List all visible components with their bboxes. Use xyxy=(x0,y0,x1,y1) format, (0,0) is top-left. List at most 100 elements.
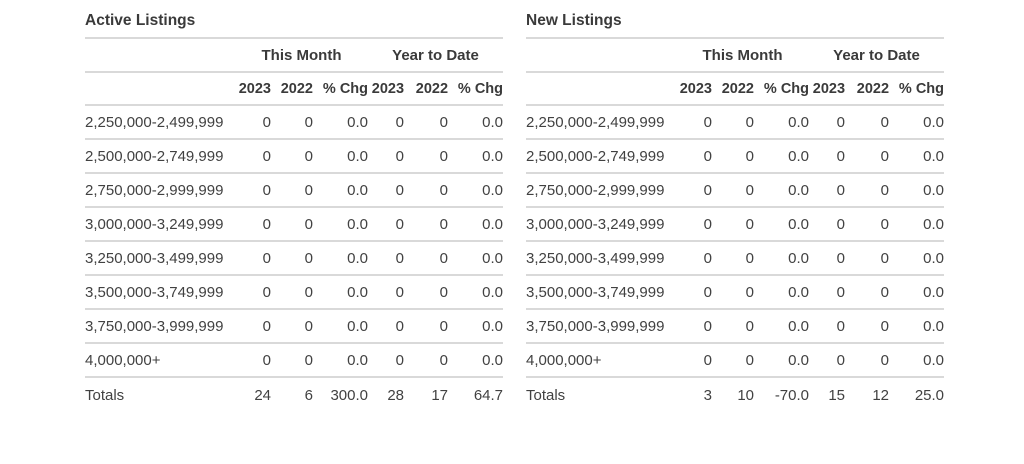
price-range-label: 3,250,000-3,499,999 xyxy=(526,241,676,276)
cell-value: 0 xyxy=(368,309,405,344)
cell-value: 0 xyxy=(809,275,846,310)
cell-value: 0 xyxy=(235,275,271,310)
cell-value: 0.0 xyxy=(313,173,369,208)
group-header-row: This Month Year to Date xyxy=(526,38,945,73)
price-range-label: 3,500,000-3,749,999 xyxy=(85,275,235,310)
table-title: New Listings xyxy=(526,12,622,29)
column-header-row: 2023 2022% Chg 2023 2022% Chg xyxy=(85,72,504,106)
totals-value: 15 xyxy=(828,387,846,404)
totals-label: Totals xyxy=(85,387,125,404)
cell-value: 0 xyxy=(845,105,890,140)
table-row: 2,250,000-2,499,999 0 0 0.0 0 0 0.0 xyxy=(526,105,945,140)
totals-value: -70.0 xyxy=(774,387,810,404)
table-title: Active Listings xyxy=(85,12,196,29)
cell-value: 0 xyxy=(368,207,405,242)
cell-value: 0.0 xyxy=(754,173,810,208)
cell-value: 0 xyxy=(368,343,405,378)
column-header-row: 2023 2022% Chg 2023 2022% Chg xyxy=(526,72,945,106)
totals-value: 3 xyxy=(703,387,712,404)
price-range-label: 3,500,000-3,749,999 xyxy=(526,275,676,310)
cell-value: 0 xyxy=(676,241,712,276)
data-table: This Month Year to Date 2023 2022% Chg 2023 2… xyxy=(526,37,945,413)
cell-value: 0 xyxy=(271,173,313,208)
price-range-label: 2,750,000-2,999,999 xyxy=(526,173,676,208)
cell-value: 0.0 xyxy=(754,207,810,242)
cell-value: 0 xyxy=(676,275,712,310)
cell-value: 0 xyxy=(845,207,890,242)
group-header-spacer xyxy=(85,38,235,73)
cell-value: 0 xyxy=(368,241,405,276)
cell-value: 0 xyxy=(676,173,712,208)
group-header-year-to-date: Year to Date xyxy=(368,38,504,73)
group-header-this-month: This Month xyxy=(676,38,810,73)
cell-value: 0.0 xyxy=(313,343,369,378)
cell-value: 0.0 xyxy=(313,275,369,310)
cell-value: 0 xyxy=(809,241,846,276)
cell-value: 0 xyxy=(712,343,754,378)
totals-value: 10 xyxy=(737,387,754,404)
cell-value: 0 xyxy=(271,275,313,310)
price-range-label: 3,250,000-3,499,999 xyxy=(85,241,235,276)
cell-value: 0 xyxy=(845,343,890,378)
cell-value: 0 xyxy=(809,105,846,140)
column-header: 2023 xyxy=(235,72,271,106)
cell-value: 0.0 xyxy=(889,173,945,208)
price-range-label: 4,000,000+ xyxy=(85,343,235,378)
totals-value: 300.0 xyxy=(330,387,369,404)
price-range-label: 3,750,000-3,999,999 xyxy=(85,309,235,344)
table-row: 2,750,000-2,999,999 0 0 0.0 0 0 0.0 xyxy=(85,173,504,208)
cell-value: 0 xyxy=(809,139,846,174)
cell-value: 0.0 xyxy=(889,139,945,174)
cell-value: 0 xyxy=(404,139,449,174)
data-table: This Month Year to Date 2023 2022% Chg 2023 2… xyxy=(85,37,504,413)
cell-value: 0 xyxy=(809,207,846,242)
table-row: 2,250,000-2,499,999 0 0 0.0 0 0 0.0 xyxy=(85,105,504,140)
cell-value: 0 xyxy=(712,207,754,242)
price-range-label: 2,250,000-2,499,999 xyxy=(526,105,676,140)
table-new-listings: New Listings This Month Year to Date 2023 20… xyxy=(526,11,945,413)
cell-value: 0.0 xyxy=(448,139,504,174)
cell-value: 0.0 xyxy=(889,275,945,310)
cell-value: 0.0 xyxy=(313,139,369,174)
price-range-label: 2,500,000-2,749,999 xyxy=(526,139,676,174)
cell-value: 0 xyxy=(845,139,890,174)
column-header: 2023 xyxy=(809,72,846,106)
cell-value: 0.0 xyxy=(889,241,945,276)
totals-value: 28 xyxy=(387,387,405,404)
totals-value: 17 xyxy=(431,387,449,404)
table-row: 2,750,000-2,999,999 0 0 0.0 0 0 0.0 xyxy=(526,173,945,208)
cell-value: 0 xyxy=(809,173,846,208)
cell-value: 0.0 xyxy=(889,105,945,140)
cell-value: 0 xyxy=(271,343,313,378)
cell-value: 0.0 xyxy=(754,343,810,378)
price-range-label: 3,750,000-3,999,999 xyxy=(526,309,676,344)
cell-value: 0.0 xyxy=(754,105,810,140)
price-range-label: 2,250,000-2,499,999 xyxy=(85,105,235,140)
cell-value: 0 xyxy=(368,173,405,208)
totals-value: 6 xyxy=(304,387,313,404)
cell-value: 0 xyxy=(271,207,313,242)
table-row: 3,000,000-3,249,999 0 0 0.0 0 0 0.0 xyxy=(526,207,945,242)
cell-value: 0 xyxy=(235,207,271,242)
cell-value: 0 xyxy=(809,309,846,344)
cell-value: 0 xyxy=(235,241,271,276)
cell-value: 0 xyxy=(404,105,449,140)
cell-value: 0 xyxy=(712,241,754,276)
cell-value: 0.0 xyxy=(313,309,369,344)
cell-value: 0.0 xyxy=(889,309,945,344)
cell-value: 0 xyxy=(271,139,313,174)
column-header: 2022 xyxy=(845,72,890,106)
table-row: 3,750,000-3,999,999 0 0 0.0 0 0 0.0 xyxy=(85,309,504,344)
column-header: % Chg xyxy=(754,72,810,106)
cell-value: 0.0 xyxy=(889,207,945,242)
cell-value: 0 xyxy=(712,275,754,310)
cell-value: 0.0 xyxy=(448,105,504,140)
column-header: 2023 xyxy=(368,72,405,106)
table-active-listings: Active Listings This Month Year to Date 202… xyxy=(85,11,504,413)
totals-value: 25.0 xyxy=(914,387,945,404)
group-header-year-to-date: Year to Date xyxy=(809,38,945,73)
cell-value: 0.0 xyxy=(754,241,810,276)
column-header: % Chg xyxy=(448,72,504,106)
column-header: % Chg xyxy=(889,72,945,106)
cell-value: 0.0 xyxy=(313,105,369,140)
